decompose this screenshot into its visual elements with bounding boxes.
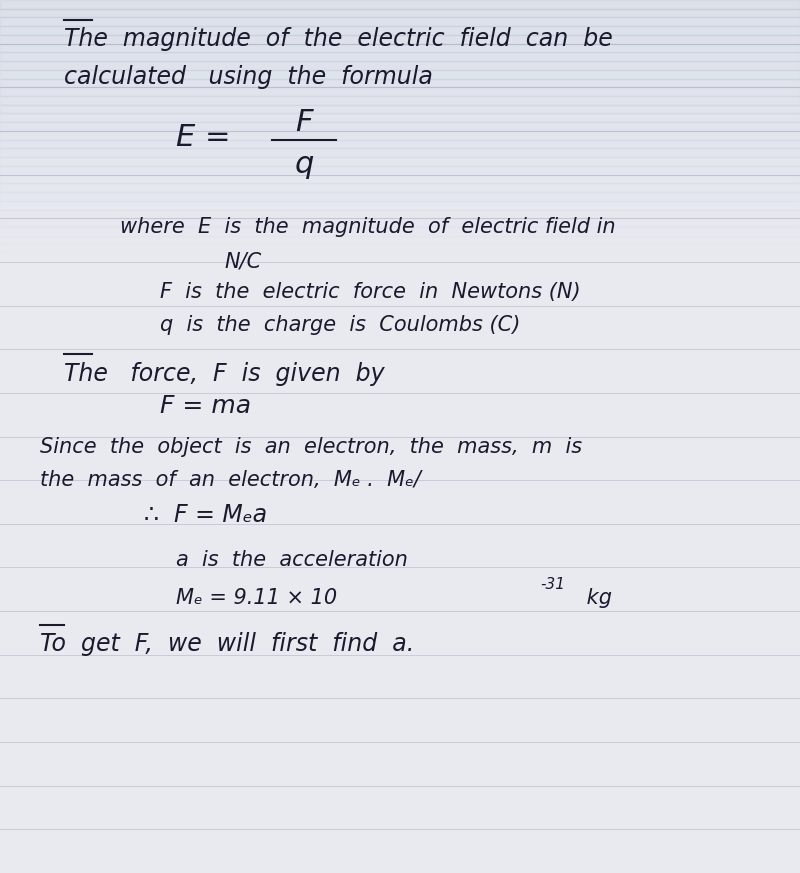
Bar bbox=[0, 236, 800, 244]
Bar bbox=[0, 61, 800, 70]
Bar bbox=[0, 253, 800, 262]
Bar bbox=[0, 35, 800, 44]
Text: Mₑ = 9.11 × 10: Mₑ = 9.11 × 10 bbox=[176, 588, 337, 608]
Text: the  mass  of  an  electron,  Mₑ .  Mₑ/: the mass of an electron, Mₑ . Mₑ/ bbox=[40, 471, 421, 490]
Bar bbox=[0, 52, 800, 61]
Bar bbox=[0, 87, 800, 96]
Bar bbox=[0, 70, 800, 79]
Bar bbox=[0, 17, 800, 26]
Text: q: q bbox=[294, 149, 314, 179]
Text: calculated   using  the  formula: calculated using the formula bbox=[64, 65, 433, 89]
Text: F: F bbox=[295, 107, 313, 137]
Bar bbox=[0, 44, 800, 52]
Text: N/C: N/C bbox=[224, 252, 262, 272]
Text: q  is  the  charge  is  Coulombs (C): q is the charge is Coulombs (C) bbox=[160, 315, 520, 334]
Bar bbox=[0, 201, 800, 210]
Bar bbox=[0, 192, 800, 201]
Bar bbox=[0, 148, 800, 157]
Text: -31: -31 bbox=[540, 577, 565, 593]
Bar bbox=[0, 105, 800, 113]
Bar bbox=[0, 244, 800, 253]
Bar bbox=[0, 157, 800, 166]
Bar bbox=[0, 0, 800, 9]
Bar bbox=[0, 183, 800, 192]
Text: kg: kg bbox=[580, 588, 612, 608]
Text: To  get  F,  we  will  first  find  a.: To get F, we will first find a. bbox=[40, 632, 414, 656]
Text: The   force,  F  is  given  by: The force, F is given by bbox=[64, 361, 385, 386]
Bar bbox=[0, 140, 800, 148]
Text: a  is  the  acceleration: a is the acceleration bbox=[176, 551, 408, 570]
Text: The  magnitude  of  the  electric  field  can  be: The magnitude of the electric field can … bbox=[64, 27, 613, 52]
Bar bbox=[0, 79, 800, 87]
Bar bbox=[0, 131, 800, 140]
Bar bbox=[0, 210, 800, 218]
Bar bbox=[0, 122, 800, 131]
Text: where  E  is  the  magnitude  of  electric field in: where E is the magnitude of electric fie… bbox=[120, 217, 616, 237]
Text: E =: E = bbox=[176, 123, 240, 153]
Text: Since  the  object  is  an  electron,  the  mass,  m  is: Since the object is an electron, the mas… bbox=[40, 437, 582, 457]
Bar bbox=[0, 9, 800, 17]
Text: F = ma: F = ma bbox=[160, 394, 251, 418]
Bar bbox=[0, 218, 800, 227]
Bar bbox=[0, 26, 800, 35]
Text: F  is  the  electric  force  in  Newtons (N): F is the electric force in Newtons (N) bbox=[160, 283, 581, 302]
Bar bbox=[0, 96, 800, 105]
Bar bbox=[0, 175, 800, 183]
Bar bbox=[0, 113, 800, 122]
Bar bbox=[0, 166, 800, 175]
Text: ∴  F = Mₑa: ∴ F = Mₑa bbox=[144, 503, 267, 527]
Bar bbox=[0, 227, 800, 236]
